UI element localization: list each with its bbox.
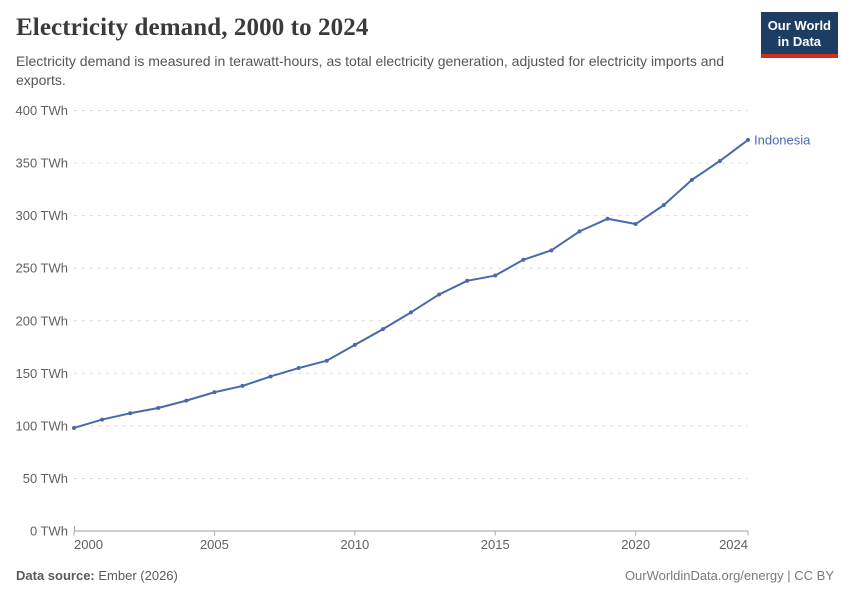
data-point — [633, 222, 638, 227]
data-point — [549, 248, 554, 253]
x-axis-label: 2000 — [74, 537, 103, 552]
data-point — [128, 411, 133, 416]
series-end-label: Indonesia — [754, 132, 811, 147]
y-axis-label: 150 TWh — [15, 366, 68, 381]
data-line — [73, 138, 749, 429]
x-axis-labels: 2000 2005 2010 2015 2020 2024 — [74, 537, 748, 552]
y-axis-label: 400 TWh — [15, 103, 68, 118]
data-point — [521, 257, 526, 262]
data-point — [437, 292, 442, 297]
x-axis-label: 2005 — [200, 537, 229, 552]
data-point — [689, 177, 694, 182]
data-point — [212, 390, 217, 395]
page-title: Electricity demand, 2000 to 2024 — [16, 14, 369, 41]
data-source-label: Data source: — [16, 568, 95, 583]
data-source-value: Ember (2026) — [98, 568, 178, 583]
data-point — [605, 216, 610, 221]
data-point — [324, 358, 329, 363]
y-axis-label: 50 TWh — [23, 471, 68, 486]
x-axis-label: 2020 — [621, 537, 650, 552]
credit-line: OurWorldinData.org/energy | CC BY — [624, 568, 834, 583]
y-axis-label: 250 TWh — [15, 261, 68, 276]
data-point — [661, 203, 666, 208]
data-point — [465, 278, 470, 283]
data-point — [717, 158, 722, 163]
x-axis-label: 2015 — [481, 537, 510, 552]
y-axis-label: 0 TWh — [30, 524, 68, 539]
data-point — [577, 229, 582, 234]
data-point — [380, 327, 385, 332]
chart-subtitle: Electricity demand is measured in terawa… — [16, 53, 725, 88]
data-point — [746, 137, 750, 142]
x-axis-label: 2024 — [719, 537, 748, 552]
owid-logo-line2: in Data — [777, 33, 822, 49]
data-point — [296, 366, 301, 371]
data-source: Data source: Ember (2026) — [16, 568, 178, 583]
data-point — [268, 374, 273, 379]
y-axis-label: 200 TWh — [15, 313, 68, 328]
series-indonesia — [72, 137, 750, 430]
data-point — [493, 273, 498, 278]
data-point — [72, 425, 76, 430]
y-gridlines — [74, 110, 748, 532]
data-point — [156, 406, 161, 411]
y-axis-label: 300 TWh — [15, 208, 68, 223]
x-axis-ticks — [73, 526, 749, 536]
data-point — [352, 342, 357, 347]
data-point — [409, 310, 413, 315]
data-point — [100, 417, 105, 422]
y-axis-label: 350 TWh — [15, 156, 68, 171]
owid-logo-line1: Our World — [767, 18, 831, 33]
y-axis-labels: 0 TWh 50 TWh 100 TWh 150 TWh 200 TWh 250 TWh 3… — [15, 103, 68, 539]
data-point — [240, 383, 245, 388]
y-axis-label: 100 TWh — [15, 418, 68, 433]
x-axis-label: 2010 — [340, 537, 369, 552]
data-point — [184, 398, 189, 403]
owid-logo: Our World in Data — [760, 12, 838, 59]
